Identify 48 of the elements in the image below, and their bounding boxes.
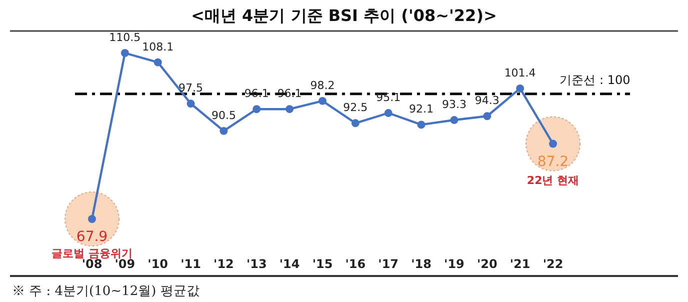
point xyxy=(516,84,524,92)
x-tick-label: '10 xyxy=(148,257,168,271)
point xyxy=(120,49,129,57)
point xyxy=(549,140,557,148)
annotation: 22년 현재 xyxy=(526,174,580,187)
data-label: 87.2 xyxy=(537,154,569,170)
x-tick-label: '13 xyxy=(246,257,267,271)
x-tick-label: '16 xyxy=(345,257,366,271)
x-tick-label: '15 xyxy=(312,257,333,271)
x-tick-label: '12 xyxy=(214,257,234,271)
data-label: 95.1 xyxy=(376,91,401,104)
ref-line-label: 기준선 : 100 xyxy=(560,72,630,87)
x-tick-label: '18 xyxy=(411,257,432,271)
point xyxy=(483,112,492,120)
x-tick-label: '17 xyxy=(378,257,399,271)
point xyxy=(252,105,261,114)
point xyxy=(88,215,96,223)
data-label: 110.5 xyxy=(109,31,141,44)
data-label: 92.5 xyxy=(343,101,368,114)
chart-title: <매년 4분기 기준 BSI 추이 ('08~'22)> xyxy=(191,6,497,25)
data-label: 92.1 xyxy=(409,102,434,116)
data-label: 97.5 xyxy=(178,82,204,95)
x-tick-label: '19 xyxy=(444,257,464,271)
x-tick-label: '21 xyxy=(510,257,530,271)
text: ※ 주 : 4분기(10~12월) 평균값 xyxy=(12,284,200,299)
point xyxy=(450,116,458,124)
x-tick-label: '20 xyxy=(476,257,498,271)
point xyxy=(186,100,195,108)
point xyxy=(384,109,392,117)
x-tick-label: '11 xyxy=(180,257,201,271)
data-label: 67.9 xyxy=(76,229,108,245)
data-label: 96.1 xyxy=(277,87,302,100)
data-label: 93.3 xyxy=(442,98,466,112)
data-label: 90.5 xyxy=(211,108,236,122)
x-tick-label: '22 xyxy=(542,257,564,271)
point xyxy=(286,105,294,114)
data-label: 108.1 xyxy=(142,40,174,54)
x-tick-label: '14 xyxy=(279,257,300,271)
data-label: 101.4 xyxy=(504,66,536,80)
point xyxy=(318,96,326,105)
point xyxy=(417,120,426,129)
data-label: 96.1 xyxy=(244,87,269,100)
data-label: 94.3 xyxy=(474,94,500,108)
point xyxy=(154,58,162,66)
point xyxy=(351,119,360,128)
point xyxy=(220,126,228,135)
annotation: 글로벌 금융위기 xyxy=(52,247,132,260)
data-label: 98.2 xyxy=(310,78,335,92)
